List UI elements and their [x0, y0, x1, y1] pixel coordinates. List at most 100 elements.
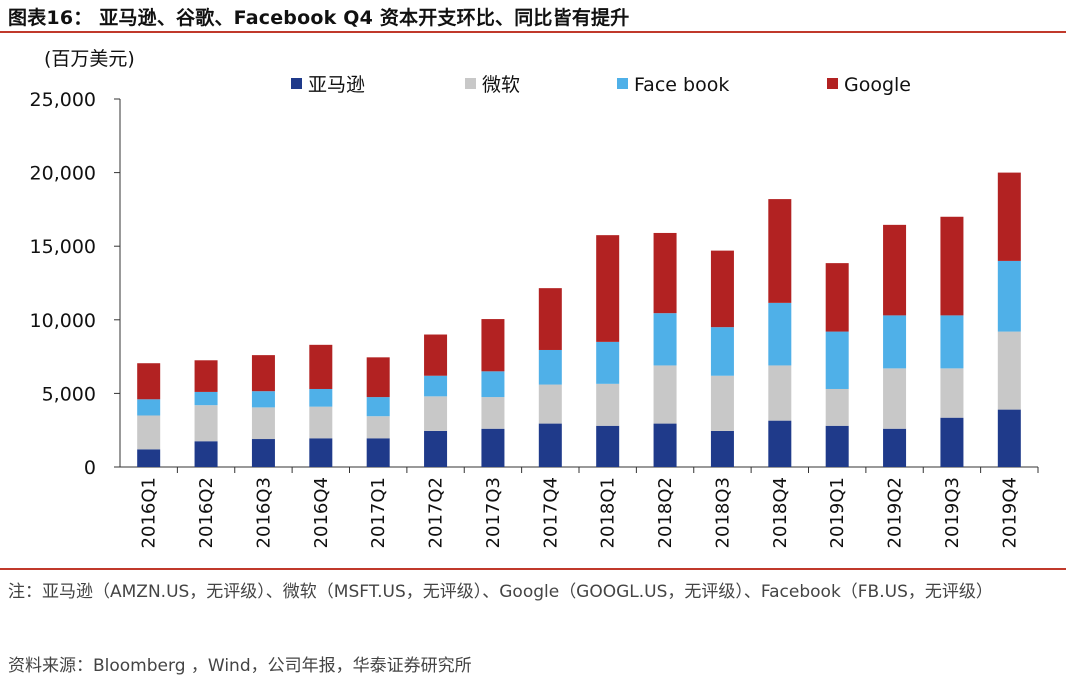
bar-segment: [538, 423, 562, 467]
bar-segment: [596, 341, 620, 384]
bar-segment: [137, 399, 161, 416]
bar-segment: [309, 438, 333, 467]
bar-segment: [366, 416, 390, 439]
bar-segment: [424, 430, 448, 467]
bar-segment: [366, 357, 390, 398]
bar-segment: [481, 371, 505, 398]
bar-segment: [997, 260, 1021, 332]
x-tick-label: 2018Q4: [770, 477, 791, 548]
bar-segment: [137, 449, 161, 467]
bar-segment: [768, 199, 792, 303]
bar-segment: [940, 216, 964, 316]
legend-label: 亚马逊: [308, 74, 365, 96]
x-tick-label: 2017Q3: [483, 477, 504, 548]
bar-segment: [596, 383, 620, 426]
bar-segment: [883, 315, 907, 369]
x-tick-label: 2018Q3: [712, 477, 733, 548]
bar-segment: [940, 368, 964, 418]
axes: 0 5,000 10,000 15,000 20,000 25,000 2016Q1 2016…: [30, 89, 1039, 548]
legend-label: 微软: [482, 74, 520, 96]
bar-segment: [137, 415, 161, 450]
bar-segment: [710, 327, 734, 376]
bar-segment: [251, 439, 275, 467]
bar-segment: [653, 313, 677, 366]
footer-divider: [0, 568, 1066, 570]
legend-label: Google: [844, 74, 911, 96]
x-tick-label: 2019Q4: [999, 477, 1020, 548]
bar-segment: [424, 396, 448, 431]
x-tick-label: 2017Q2: [426, 477, 447, 548]
bar-segment: [940, 315, 964, 369]
bar-segment: [538, 349, 562, 385]
x-tick-label: 2019Q3: [942, 477, 963, 548]
legend-swatch: [827, 78, 838, 89]
bar-segment: [194, 391, 218, 406]
bar-segment: [481, 397, 505, 429]
x-tick-label: 2017Q4: [540, 477, 561, 548]
bar-segment: [825, 388, 849, 426]
bar-segment: [538, 288, 562, 350]
unit-label: (百万美元): [44, 48, 135, 70]
legend: 亚马逊 微软 Face book Google: [291, 74, 911, 96]
bar-segment: [768, 420, 792, 467]
bar-segment: [825, 263, 849, 332]
bar-segment: [424, 334, 448, 376]
bar-segment: [710, 250, 734, 328]
figure-title: 图表16： 亚马逊、谷歌、Facebook Q4 资本开支环比、同比皆有提升: [8, 7, 630, 29]
bar-segment: [883, 428, 907, 467]
x-tick-label: 2017Q1: [368, 477, 389, 548]
y-tick-label: 15,000: [30, 236, 96, 258]
x-tick-label: 2016Q2: [196, 477, 217, 548]
bar-segment: [194, 441, 218, 467]
bar-segment: [481, 319, 505, 372]
bar-segment: [309, 344, 333, 389]
x-tick-label: 2019Q1: [827, 477, 848, 548]
bar-segment: [309, 406, 333, 439]
legend-swatch: [617, 78, 628, 89]
legend-swatch: [465, 78, 476, 89]
bar-segment: [251, 355, 275, 392]
legend-swatch: [291, 78, 302, 89]
bar-segment: [251, 391, 275, 408]
bar-segment: [366, 438, 390, 467]
x-tick-label: 2018Q2: [655, 477, 676, 548]
bar-segment: [768, 365, 792, 421]
bar-segment: [997, 172, 1021, 261]
bar-segment: [710, 430, 734, 467]
bars: [137, 172, 1021, 467]
bar-segment: [309, 388, 333, 407]
bar-segment: [997, 331, 1021, 410]
bar-segment: [653, 232, 677, 314]
y-tick-label: 10,000: [30, 310, 96, 332]
bar-segment: [710, 375, 734, 431]
bar-segment: [596, 425, 620, 467]
bar-segment: [997, 409, 1021, 467]
bar-segment: [883, 224, 907, 316]
title-divider: [0, 31, 1066, 33]
bar-segment: [768, 302, 792, 366]
footnote: 注：亚马逊（AMZN.US，无评级）、微软（MSFT.US，无评级）、Googl…: [8, 582, 993, 602]
x-tick-label: 2016Q4: [311, 477, 332, 548]
x-tick-label: 2016Q1: [139, 477, 160, 548]
y-tick-label: 25,000: [30, 89, 96, 111]
bar-segment: [653, 423, 677, 467]
legend-label: Face book: [634, 74, 729, 96]
x-tick-label: 2016Q3: [253, 477, 274, 548]
x-tick-label: 2019Q2: [885, 477, 906, 548]
bar-segment: [251, 407, 275, 440]
bar-segment: [194, 405, 218, 442]
bar-segment: [538, 384, 562, 424]
bar-segment: [825, 331, 849, 389]
stacked-bar-chart: (百万美元) 亚马逊 微软 Face book Google 0 5,000 10,000…: [30, 48, 1039, 548]
bar-segment: [194, 360, 218, 392]
bar-segment: [596, 235, 620, 342]
bar-segment: [883, 368, 907, 429]
bar-segment: [424, 375, 448, 397]
bar-segment: [940, 417, 964, 467]
y-tick-label: 5,000: [42, 383, 96, 405]
bar-segment: [366, 397, 390, 417]
source-note: 资料来源：Bloomberg ，Wind，公司年报，华泰证券研究所: [8, 656, 472, 676]
bar-segment: [481, 428, 505, 467]
bar-segment: [825, 425, 849, 467]
bar-segment: [137, 363, 161, 400]
